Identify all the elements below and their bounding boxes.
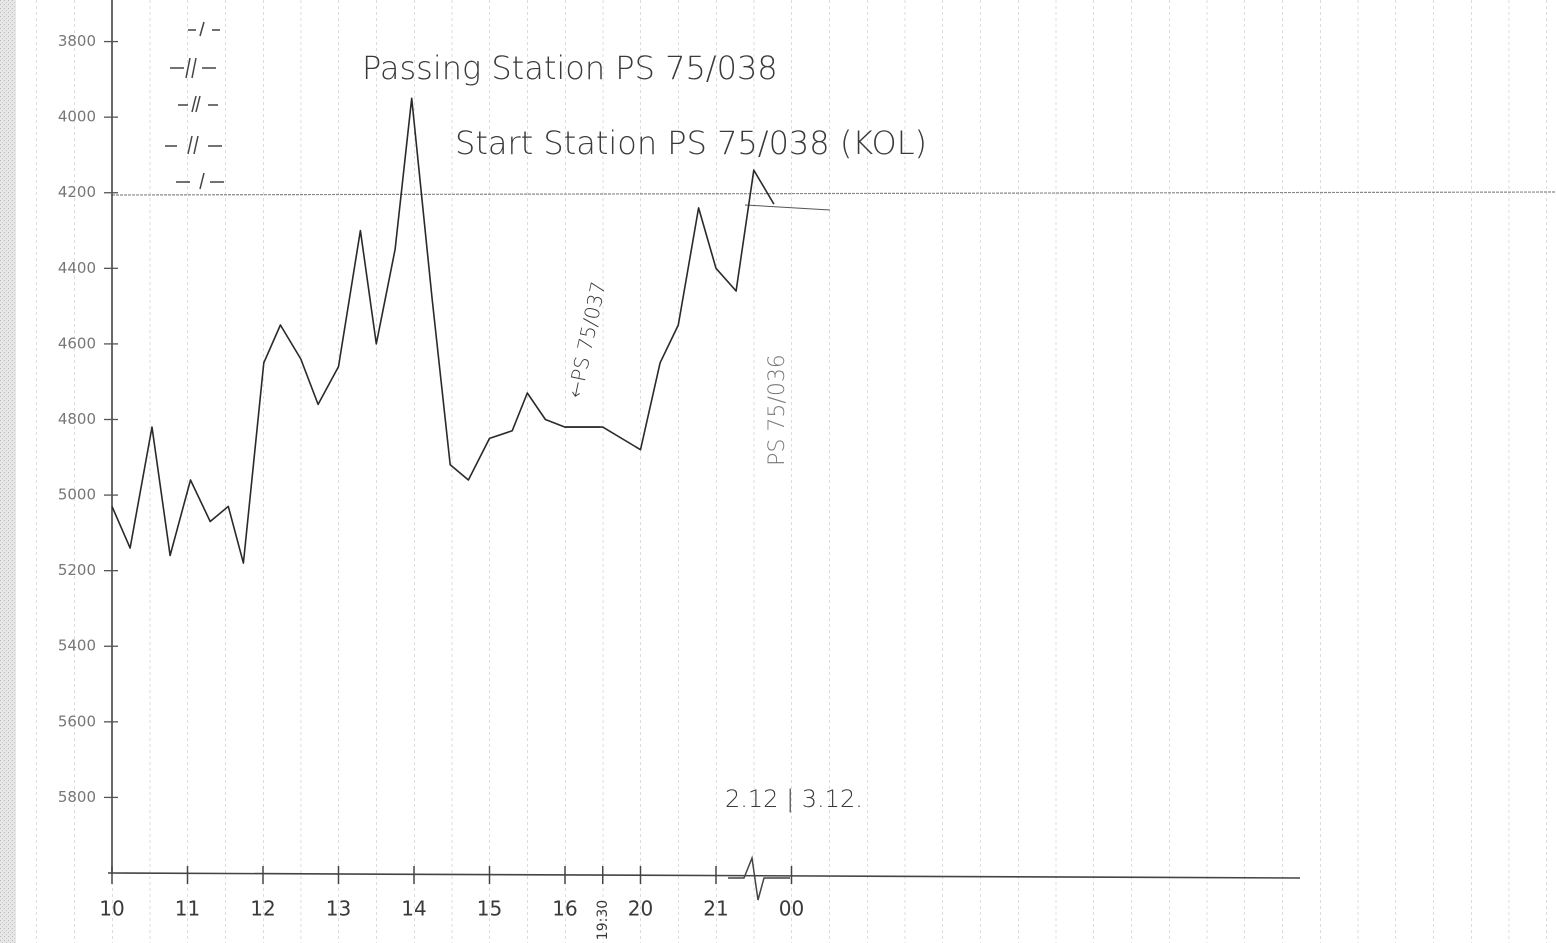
marker-line — [744, 204, 831, 211]
y-tick-label: 4800 — [58, 410, 96, 428]
y-tick-label: 4400 — [58, 259, 96, 277]
x-tick-label: 12 — [250, 897, 275, 921]
x-tick-label: 16 — [552, 897, 577, 921]
data-line — [111, 97, 775, 564]
x-tick-label: 15 — [477, 897, 502, 921]
ditto-marks — [165, 21, 224, 190]
x-tick-label: 20 — [628, 897, 653, 921]
x-tick-label: 11 — [175, 897, 200, 921]
y-tick-label: 5000 — [58, 486, 96, 504]
y-tick-label: 4200 — [58, 183, 96, 201]
x-tick-label: 10 — [99, 897, 124, 921]
y-tick-label: 5600 — [58, 712, 96, 730]
x-tick-label: 14 — [401, 897, 426, 921]
x-tick-label: 19:30 — [595, 900, 611, 940]
y-tick-label: 5800 — [58, 788, 96, 806]
scan-edge — [0, 0, 16, 943]
annotation: PS 75/036 — [765, 354, 790, 466]
x-tick-label: 00 — [779, 897, 804, 921]
y-tick-label: 4600 — [58, 334, 96, 352]
x-tick-label: 21 — [703, 897, 728, 921]
annotation: Passing Station PS 75/038 — [362, 49, 778, 87]
annotation: Start Station PS 75/038 (KOL) — [455, 124, 927, 162]
reference-line — [111, 191, 1556, 196]
y-tick-label: 4000 — [58, 108, 96, 126]
x-axis — [107, 872, 1301, 879]
date-break-mark — [728, 855, 790, 901]
y-tick-label: 5200 — [58, 561, 96, 579]
y-tick-label: 5400 — [58, 637, 96, 655]
annotation: 2.12 | 3.12. — [725, 785, 863, 813]
x-tick-label: 13 — [326, 897, 351, 921]
y-tick-label: 3800 — [58, 32, 96, 50]
